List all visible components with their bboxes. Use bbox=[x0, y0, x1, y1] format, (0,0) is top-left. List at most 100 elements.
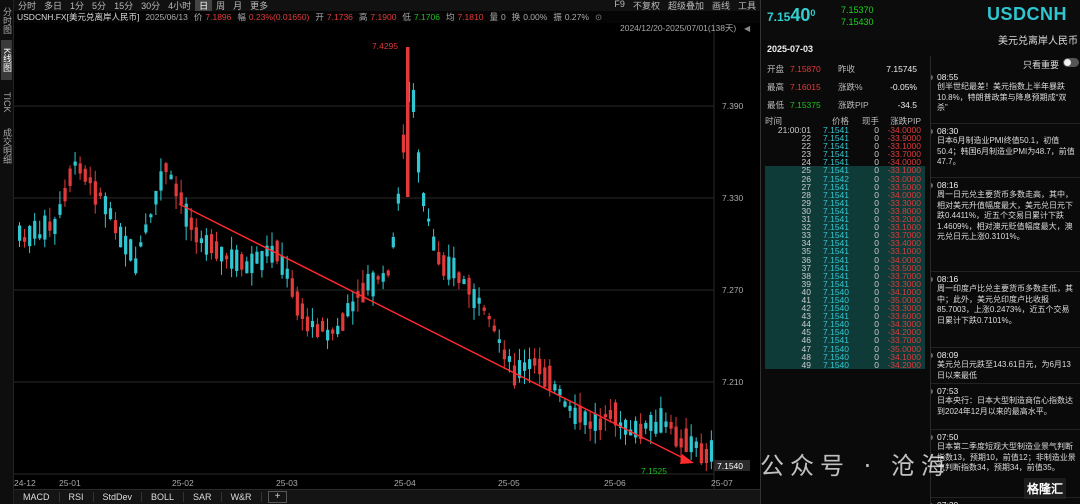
tick-cell: 0 bbox=[874, 254, 879, 265]
tick-header: 时间 价格 现手 涨跌PIP bbox=[765, 115, 925, 126]
candle-body bbox=[275, 240, 279, 262]
news-item[interactable]: 08:16 周一印度卢比兑主要货币多数走低，其中；此外，美元兑印度卢比收报85.7… bbox=[931, 274, 1080, 348]
tick-cell: 43 bbox=[801, 311, 811, 322]
period-1min[interactable]: 1分 bbox=[70, 1, 85, 11]
tab-sar[interactable]: SAR bbox=[184, 492, 222, 502]
y-tick: 7.330 bbox=[722, 193, 744, 203]
period-week[interactable]: 周 bbox=[216, 1, 226, 11]
tick-cell: 7.1542 bbox=[823, 173, 849, 184]
view-kline[interactable]: K线图 bbox=[1, 40, 12, 80]
candle-body bbox=[33, 220, 37, 239]
kline-chart[interactable]: 7.1525 7.4295 7.390 7.330 7.270 7.210 7.… bbox=[14, 23, 760, 489]
x-tick: 25-06 bbox=[604, 478, 626, 488]
tick-cell: 7.1541 bbox=[823, 197, 849, 208]
view-tick[interactable]: TICK bbox=[2, 91, 12, 113]
period-month[interactable]: 月 bbox=[233, 1, 243, 11]
tick-cell: 0 bbox=[874, 230, 879, 241]
period-5min[interactable]: 5分 bbox=[92, 1, 107, 11]
tick-cell: 0 bbox=[874, 335, 879, 346]
quote-panel: 7.15400 7.15370 7.15430 USDCNH 美元兑离岸人民币 … bbox=[760, 0, 1080, 504]
candle-body bbox=[280, 255, 284, 275]
y-axis: 7.390 7.330 7.270 7.210 bbox=[722, 101, 744, 387]
candle-body bbox=[447, 256, 451, 280]
candle-body bbox=[184, 203, 188, 227]
tab-wr[interactable]: W&R bbox=[222, 492, 262, 502]
tick-cell: -33.6000 bbox=[887, 311, 921, 322]
view-trade-detail[interactable]: 成交明细 bbox=[2, 128, 12, 164]
tick-row: 24 7.1541 0 -34.0000 bbox=[765, 158, 925, 167]
tick-row: 41 7.1540 0 -35.0000 bbox=[765, 296, 925, 304]
tick-cell: -33.8000 bbox=[887, 205, 921, 216]
candle-body bbox=[220, 246, 224, 262]
news-item[interactable]: 07:30 bbox=[931, 500, 1080, 504]
news-time: 07:30 bbox=[937, 500, 1076, 504]
tick-cell: -33.9000 bbox=[887, 133, 921, 144]
candle-body bbox=[154, 190, 158, 205]
candle-body bbox=[689, 436, 693, 453]
news-item[interactable]: 08:09 美元兑日元跌至143.61日元，为6月13日以来最低 bbox=[931, 350, 1080, 384]
x-tick: 24-12 bbox=[14, 478, 36, 488]
quote-name: 美元兑离岸人民币 bbox=[998, 36, 1078, 47]
candle-body bbox=[457, 272, 461, 283]
tick-cell: 48 bbox=[801, 351, 811, 362]
info-amp: 0.27% bbox=[564, 12, 589, 22]
x-tick: 25-01 bbox=[59, 478, 81, 488]
candle-body bbox=[427, 218, 431, 222]
news-item[interactable]: 08:16 周一日元兑主要货币多数走高，其中，相对美元升值幅度最大，美元兑日元下跌… bbox=[931, 180, 1080, 272]
tick-cell: -34.1000 bbox=[887, 286, 921, 297]
tick-cell: 7.1541 bbox=[823, 165, 849, 176]
info-symbol: USDCNH.FX[美元兑离岸人民币] bbox=[17, 12, 140, 22]
tab-rsi[interactable]: RSI bbox=[60, 492, 94, 502]
info-settings-icon[interactable]: ⊙ bbox=[594, 11, 603, 22]
tick-cell: 32 bbox=[801, 222, 811, 233]
candle-body bbox=[593, 413, 597, 431]
tick-cell: 45 bbox=[801, 327, 811, 338]
stat-label: 涨跌% bbox=[838, 82, 863, 92]
candle-body bbox=[613, 402, 618, 426]
overlay-button[interactable]: 超级叠加 bbox=[667, 1, 704, 11]
tab-macd[interactable]: MACD bbox=[14, 492, 60, 502]
add-indicator-button[interactable]: + bbox=[267, 491, 288, 503]
view-timeshare[interactable]: 分时图 bbox=[2, 6, 12, 34]
tick-cell: -34.2000 bbox=[887, 359, 921, 370]
candle-body bbox=[694, 441, 698, 448]
tick-cell: -34.0000 bbox=[887, 189, 921, 200]
tools-button[interactable]: 工具 bbox=[737, 1, 756, 11]
period-timeshare[interactable]: 分时 bbox=[18, 1, 37, 11]
x-tick: 25-05 bbox=[498, 478, 520, 488]
candle-body bbox=[629, 429, 633, 436]
period-15min[interactable]: 15分 bbox=[114, 1, 134, 11]
tick-cell: -33.5000 bbox=[887, 262, 921, 273]
candle-body bbox=[209, 234, 214, 254]
tick-row: 35 7.1541 0 -33.1000 bbox=[765, 247, 925, 256]
tab-boll[interactable]: BOLL bbox=[142, 492, 185, 502]
candle-body bbox=[558, 389, 562, 396]
price-big: 40 bbox=[790, 5, 811, 25]
news-item[interactable]: 07:53 日本央行：日本大型制造商信心指数达到2024年12月以来的最高水平。 bbox=[931, 386, 1080, 430]
candle-body bbox=[134, 258, 138, 274]
trend-line[interactable] bbox=[178, 203, 690, 462]
period-30min[interactable]: 30分 bbox=[141, 1, 161, 11]
adjust-button[interactable]: 不复权 bbox=[632, 1, 660, 11]
collapse-icon[interactable]: ◀ bbox=[744, 24, 751, 33]
news-text: 日本第二季度短观大型制造业景气判断指数13，预期10，前值12；非制造业景气判断… bbox=[937, 442, 1076, 473]
period-multiday[interactable]: 多日 bbox=[44, 1, 63, 11]
news-time: 08:09 bbox=[937, 350, 959, 360]
draw-button[interactable]: 画线 bbox=[711, 1, 730, 11]
candle-body bbox=[321, 320, 325, 332]
news-item[interactable]: 08:55 创半世纪最差！美元指数上半年暴跌10.8%，特朗普政策与降息预期成“双… bbox=[931, 72, 1080, 124]
period-day[interactable]: 日 bbox=[195, 0, 213, 12]
candle-body bbox=[487, 315, 491, 320]
candle-body bbox=[386, 270, 390, 276]
tick-cell: 31 bbox=[801, 214, 811, 225]
news-item[interactable]: 07:50 日本第二季度短观大型制造业景气判断指数13，预期10，前值12；非制造… bbox=[931, 432, 1080, 498]
stat-value: 7.16015 bbox=[790, 82, 821, 92]
stat-row: 开盘 7.15870 昨收 7.15745 bbox=[767, 60, 925, 78]
news-text: 美元兑日元跌至143.61日元，为6月13日以来最低 bbox=[937, 360, 1071, 380]
news-item[interactable]: 08:30 日本6月制造业PMI终值50.1，初值50.4；韩国6月制造业PMI为… bbox=[931, 126, 1080, 178]
important-toggle[interactable] bbox=[1063, 58, 1079, 67]
period-more[interactable]: 更多 bbox=[250, 1, 269, 11]
f9-button[interactable]: F9 bbox=[614, 0, 625, 9]
period-4h[interactable]: 4小时 bbox=[168, 1, 192, 11]
tab-stddev[interactable]: StdDev bbox=[94, 492, 143, 502]
